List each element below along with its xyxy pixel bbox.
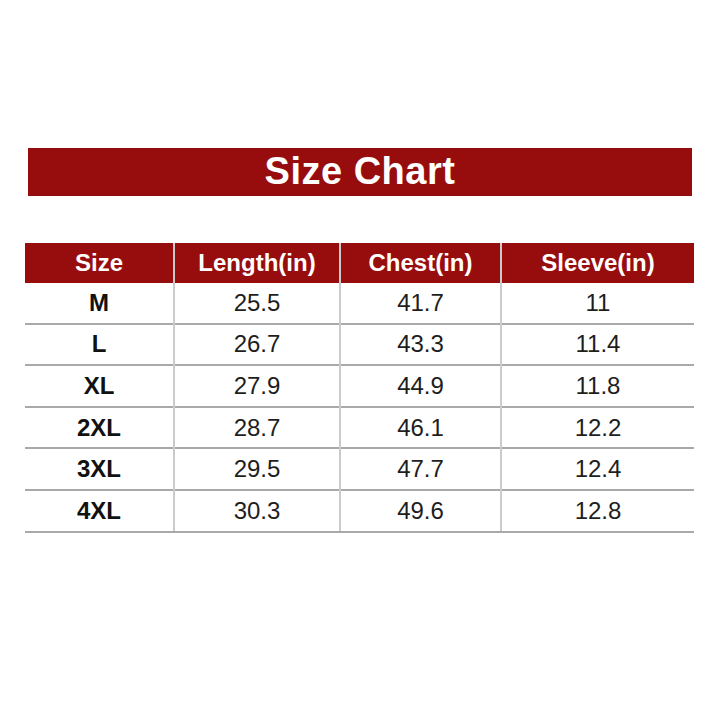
column-header-size: Size xyxy=(25,243,174,283)
table-row: 4XL 30.3 49.6 12.8 xyxy=(25,490,694,532)
table-row: XL 27.9 44.9 11.8 xyxy=(25,365,694,407)
size-label: L xyxy=(25,324,174,366)
size-label: 3XL xyxy=(25,448,174,490)
chest-value: 46.1 xyxy=(340,407,501,449)
table-header-row: Size Length(in) Chest(in) Sleeve(in) xyxy=(25,243,694,283)
length-value: 28.7 xyxy=(174,407,340,449)
size-label: XL xyxy=(25,365,174,407)
sleeve-value: 12.4 xyxy=(501,448,694,490)
chest-value: 43.3 xyxy=(340,324,501,366)
sleeve-value: 11.8 xyxy=(501,365,694,407)
sleeve-value: 12.2 xyxy=(501,407,694,449)
sleeve-value: 11.4 xyxy=(501,324,694,366)
table-row: 3XL 29.5 47.7 12.4 xyxy=(25,448,694,490)
column-header-length: Length(in) xyxy=(174,243,340,283)
size-label: 4XL xyxy=(25,490,174,532)
length-value: 26.7 xyxy=(174,324,340,366)
length-value: 29.5 xyxy=(174,448,340,490)
table-row: 2XL 28.7 46.1 12.2 xyxy=(25,407,694,449)
page-title: Size Chart xyxy=(265,152,456,193)
column-header-sleeve: Sleeve(in) xyxy=(501,243,694,283)
size-chart-banner: Size Chart xyxy=(28,148,692,196)
sleeve-value: 12.8 xyxy=(501,490,694,532)
chest-value: 41.7 xyxy=(340,283,501,324)
chest-value: 44.9 xyxy=(340,365,501,407)
table-row: M 25.5 41.7 11 xyxy=(25,283,694,324)
sleeve-value: 11 xyxy=(501,283,694,324)
size-chart-table: Size Length(in) Chest(in) Sleeve(in) M 2… xyxy=(25,243,694,533)
size-label: 2XL xyxy=(25,407,174,449)
length-value: 30.3 xyxy=(174,490,340,532)
chest-value: 47.7 xyxy=(340,448,501,490)
column-header-chest: Chest(in) xyxy=(340,243,501,283)
size-label: M xyxy=(25,283,174,324)
length-value: 27.9 xyxy=(174,365,340,407)
table-row: L 26.7 43.3 11.4 xyxy=(25,324,694,366)
chest-value: 49.6 xyxy=(340,490,501,532)
length-value: 25.5 xyxy=(174,283,340,324)
